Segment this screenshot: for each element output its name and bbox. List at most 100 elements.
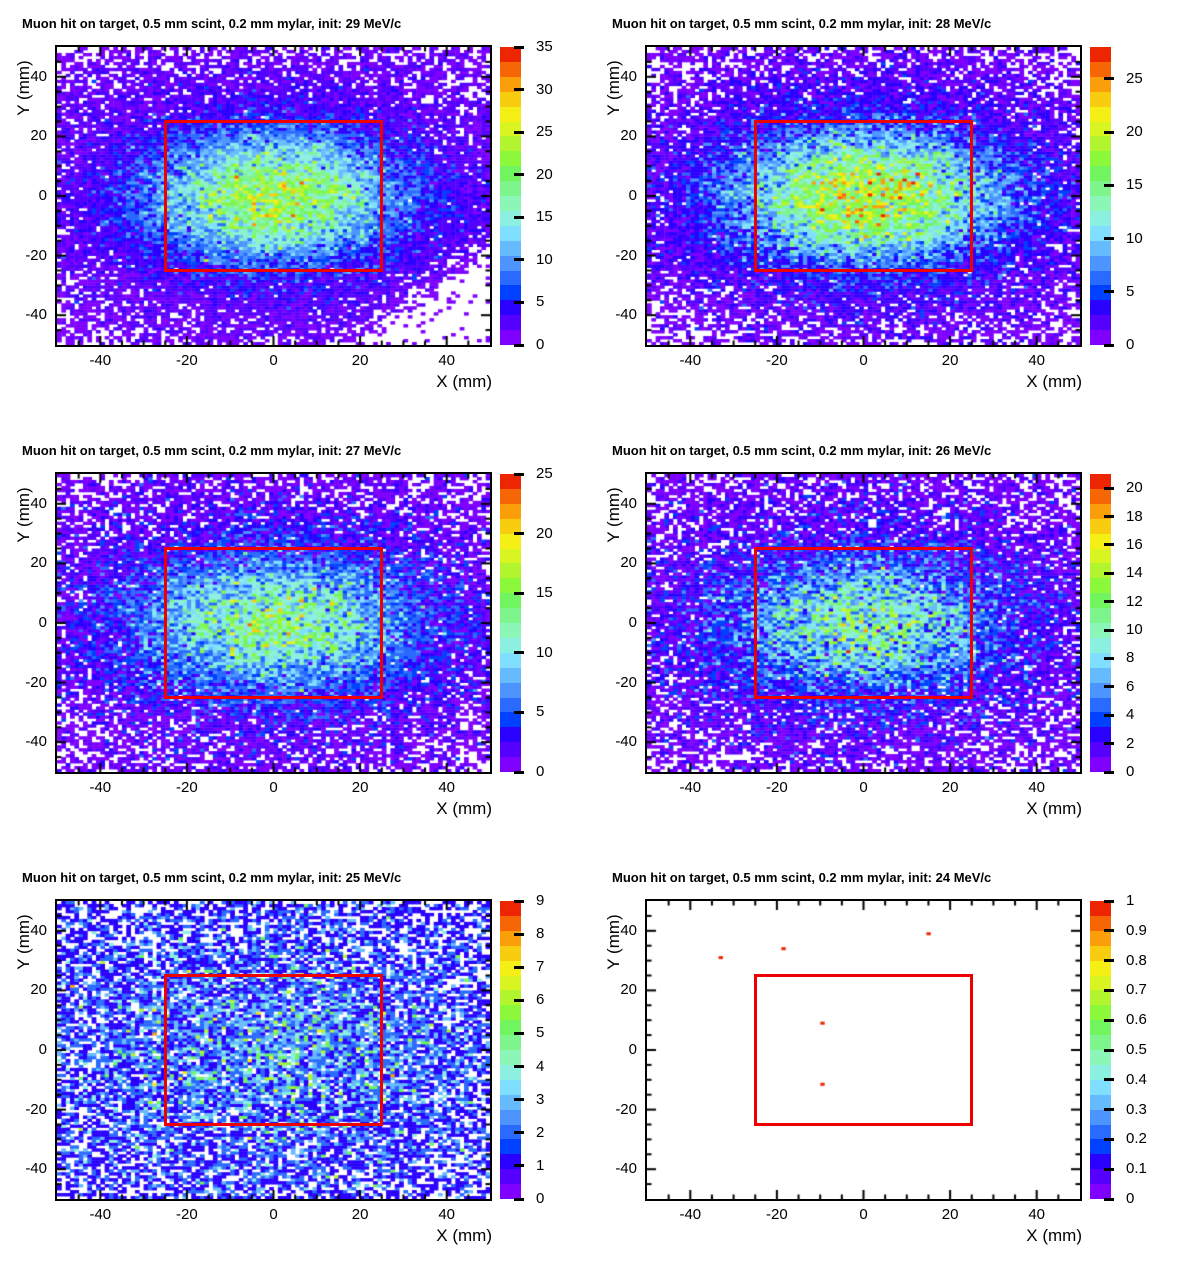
y-tick-label: -20 [615,673,637,691]
colorbar-band [1090,1139,1111,1155]
colorbar-tick [514,45,524,49]
colorbar-band [500,240,521,257]
colorbar-band [1090,667,1111,684]
colorbar-tick-label: 9 [536,892,545,909]
plot-frame [55,899,492,1201]
colorbar-band [500,47,521,63]
colorbar-tick [1104,899,1114,903]
x-tick-label: 20 [351,1206,369,1223]
x-tick-label: -40 [89,779,112,796]
x-tick-label: 0 [269,352,278,369]
heatmap-canvas [647,474,1080,772]
colorbar-band [1090,76,1111,93]
colorbar-band [500,1154,521,1170]
plot-frame [55,45,492,347]
colorbar-band [500,667,521,684]
x-axis-title: X (mm) [436,799,492,818]
colorbar-tick-label: 0 [1126,1190,1135,1207]
y-tick-label: -40 [25,306,47,324]
colorbar-band [500,210,521,227]
panel-title: Muon hit on target, 0.5 mm scint, 0.2 mm… [612,16,992,31]
colorbar-tick [1104,1197,1114,1201]
colorbar-tick-label: 2 [536,1123,545,1141]
colorbar-band [500,270,521,286]
colorbar-tick-label: 1 [536,1156,545,1174]
colorbar-tick [1104,183,1114,187]
colorbar-band [500,300,521,316]
colorbar-band [500,742,521,758]
colorbar-band [1090,1035,1111,1051]
heatmap-canvas [57,47,490,345]
colorbar-tick [1104,959,1114,963]
y-tick-label: -40 [615,306,637,324]
colorbar-tick [1104,713,1114,717]
colorbar-tick [514,899,524,903]
x-tick-label: -40 [679,779,702,796]
colorbar-band [500,901,521,917]
colorbar-tick [1104,742,1114,746]
colorbar-band [1090,578,1111,594]
x-tick-label: 0 [859,352,868,369]
y-tick-label: 40 [620,494,637,512]
colorbar-band [500,975,521,991]
colorbar-tick-label: 20 [536,524,553,542]
colorbar-tick [1104,1048,1114,1052]
colorbar-band [1090,106,1111,122]
colorbar-tick-label: 25 [536,465,553,482]
colorbar-band [500,166,521,182]
colorbar-tick [514,1164,524,1168]
colorbar-tick [1104,1137,1114,1141]
y-tick-label: 40 [620,921,637,939]
x-tick-label: 0 [859,1206,868,1223]
colorbar-band [1090,488,1111,505]
colorbar-tick-label: 6 [536,991,545,1009]
colorbar-band [1090,757,1111,773]
panel-title: Muon hit on target, 0.5 mm scint, 0.2 mm… [612,870,992,885]
colorbar-tick-label: 35 [536,38,553,55]
colorbar-tick [514,130,524,134]
colorbar-tick-label: 3 [536,1090,545,1108]
colorbar-tick [514,998,524,1002]
colorbar-band [500,990,521,1006]
heatmap-canvas [647,47,1080,345]
colorbar-band [500,915,521,932]
colorbar-band [1090,727,1111,743]
colorbar-tick-label: 15 [536,208,553,226]
colorbar-tick-label: 10 [536,643,553,661]
colorbar-tick-label: 7 [536,958,545,976]
colorbar-tick-label: 30 [536,80,553,98]
colorbar-tick [1104,237,1114,241]
panel-title: Muon hit on target, 0.5 mm scint, 0.2 mm… [612,443,992,458]
colorbar-tick-label: 0 [536,763,545,780]
colorbar-tick-label: 0.9 [1126,921,1147,939]
colorbar-band [1090,1184,1111,1200]
colorbar-tick-label: 5 [536,293,545,311]
y-tick-label: 0 [628,614,637,631]
colorbar-band [500,945,521,962]
heatmap-canvas [647,901,1080,1199]
colorbar-band [1090,548,1111,564]
y-tick-label: 0 [628,187,637,204]
colorbar-band [1090,1169,1111,1185]
panel-title: Muon hit on target, 0.5 mm scint, 0.2 mm… [22,16,402,31]
y-tick-label: 0 [628,1041,637,1058]
panel-29mevc: Muon hit on target, 0.5 mm scint, 0.2 mm… [0,0,590,427]
colorbar-band [500,225,521,242]
colorbar-tick [514,343,524,347]
colorbar-band [500,518,521,535]
colorbar-tick-label: 1 [1126,892,1135,909]
x-tick-label: 0 [269,779,278,796]
y-tick-label: 0 [38,187,47,204]
x-tick-label: 40 [438,779,456,796]
colorbar-band [500,608,521,624]
colorbar [500,474,521,773]
colorbar-tick-label: 5 [1126,282,1135,300]
colorbar-band [500,106,521,122]
y-tick-label: 20 [30,554,47,572]
colorbar-band [500,1184,521,1200]
x-tick-label: -40 [89,352,112,369]
x-tick-label: -20 [176,352,198,369]
colorbar-band [500,488,521,505]
y-tick-label: 20 [30,981,47,999]
